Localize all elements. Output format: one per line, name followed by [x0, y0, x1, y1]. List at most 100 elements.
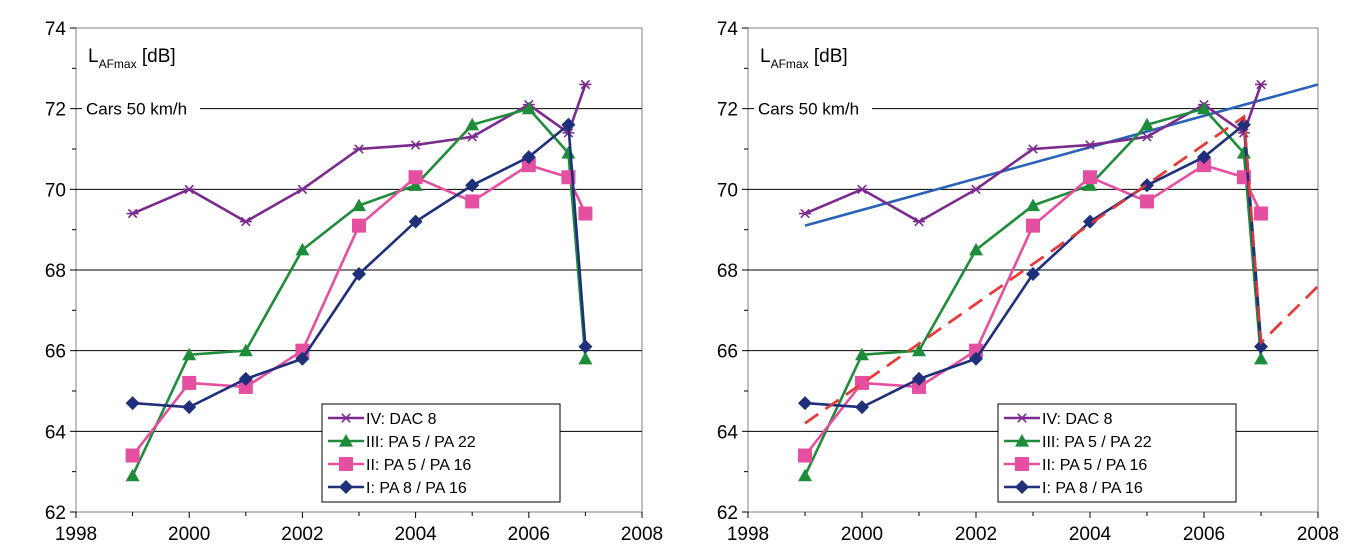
x-tick-label: 1998 [55, 524, 97, 545]
legend-label: IV: DAC 8 [1042, 411, 1113, 428]
chart-panel-right: 62 64 66 68 70 72 74 1998 2000 2002 2004 2006 2008 LA… [717, 19, 1339, 545]
series-line [804, 122, 1263, 409]
data-point [578, 351, 593, 365]
legend-swatch-marker [1015, 480, 1029, 494]
y-tick-label: 64 [45, 422, 67, 443]
data-point [1254, 339, 1268, 354]
data-point [579, 79, 592, 90]
data-point [125, 448, 140, 463]
data-point [912, 343, 926, 357]
y-axis-label: LAFmax [dB] [88, 46, 176, 71]
data-point [798, 468, 812, 482]
data-point [182, 347, 197, 361]
data-point [238, 379, 253, 394]
data-point [799, 208, 811, 219]
legend-label: IV: DAC 8 [366, 411, 437, 428]
data-point [856, 184, 868, 195]
x-tick-label: 2006 [1183, 524, 1225, 545]
data-point [521, 150, 536, 165]
data-point [1140, 194, 1154, 209]
data-point [1197, 150, 1211, 165]
legend-swatch-marker [1015, 457, 1029, 471]
data-point [465, 194, 480, 209]
series-line [803, 163, 1263, 457]
legend-label: I: PA 8 / PA 16 [1042, 480, 1143, 497]
data-point [1027, 144, 1039, 154]
data-point [408, 178, 423, 191]
data-point [912, 379, 926, 394]
data-point [183, 184, 196, 195]
data-point [1083, 214, 1097, 229]
data-point [798, 448, 812, 463]
legend-swatch-marker [1015, 434, 1029, 447]
series-line [132, 122, 587, 409]
data-point [182, 400, 197, 415]
legend-box [997, 403, 1237, 503]
data-point [1140, 117, 1154, 131]
data-point [126, 208, 139, 219]
data-point [1141, 132, 1153, 142]
data-point [408, 170, 423, 185]
data-point [352, 267, 366, 282]
data-point [465, 117, 480, 131]
legend-swatch-marker [339, 480, 353, 494]
x-tick-label: 2004 [1069, 524, 1112, 545]
data-point [1026, 267, 1040, 282]
x-tick-label: 2008 [1297, 524, 1339, 545]
data-point [353, 144, 365, 154]
data-point [238, 343, 253, 357]
data-point [1083, 178, 1097, 191]
series-line [131, 107, 587, 477]
data-point [352, 198, 366, 212]
series-line [131, 163, 587, 457]
x-tick-label: 2002 [281, 524, 323, 545]
legend-label: III: PA 5 / PA 22 [366, 434, 476, 451]
data-point [465, 178, 480, 193]
data-point [969, 242, 983, 256]
x-tick-label: 2006 [508, 524, 550, 545]
legend-swatch-marker [340, 413, 352, 423]
data-point [1254, 351, 1268, 365]
y-tick-label: 66 [45, 342, 66, 363]
data-point [409, 140, 422, 150]
data-point [969, 351, 983, 366]
annotation-bg [82, 95, 200, 120]
legend-label: II: PA 5 / PA 16 [366, 457, 471, 474]
data-point [1236, 117, 1251, 132]
annotation-text: Cars 50 km/h [86, 100, 187, 119]
y-tick-label: 72 [45, 100, 66, 121]
data-point [238, 371, 253, 386]
data-point [912, 371, 926, 386]
y-tick-label: 66 [717, 342, 738, 363]
data-point [855, 400, 869, 415]
legend-swatch-marker [1016, 413, 1028, 423]
y-tick-label: 62 [717, 503, 738, 524]
data-point [1254, 206, 1268, 221]
chart-panel-left: 62 64 66 68 70 72 74 1998 2000 2002 2004 2006 2008 LA… [45, 19, 663, 545]
data-point [913, 216, 925, 227]
data-point [1026, 218, 1040, 233]
data-point [466, 132, 479, 142]
y-tick-label: 62 [45, 503, 66, 524]
data-point [798, 396, 812, 411]
data-point [578, 206, 593, 221]
data-point [1197, 101, 1211, 115]
y-tick-label: 68 [45, 261, 66, 282]
x-tick-label: 2004 [394, 524, 437, 545]
data-point [125, 468, 140, 482]
legend-label: II: PA 5 / PA 16 [1042, 457, 1147, 474]
data-point [296, 184, 309, 195]
x-tick-label: 2008 [621, 524, 663, 545]
trend-line [804, 83, 1319, 227]
data-point [561, 117, 576, 132]
data-point [295, 351, 310, 366]
y-tick-label: 70 [45, 180, 66, 201]
data-point [295, 242, 310, 256]
y-tick-label: 74 [717, 19, 739, 40]
data-point [408, 214, 423, 229]
legend-swatch-marker [339, 457, 353, 471]
data-point [1255, 79, 1267, 90]
data-point [352, 218, 366, 233]
y-tick-label: 74 [45, 19, 67, 40]
